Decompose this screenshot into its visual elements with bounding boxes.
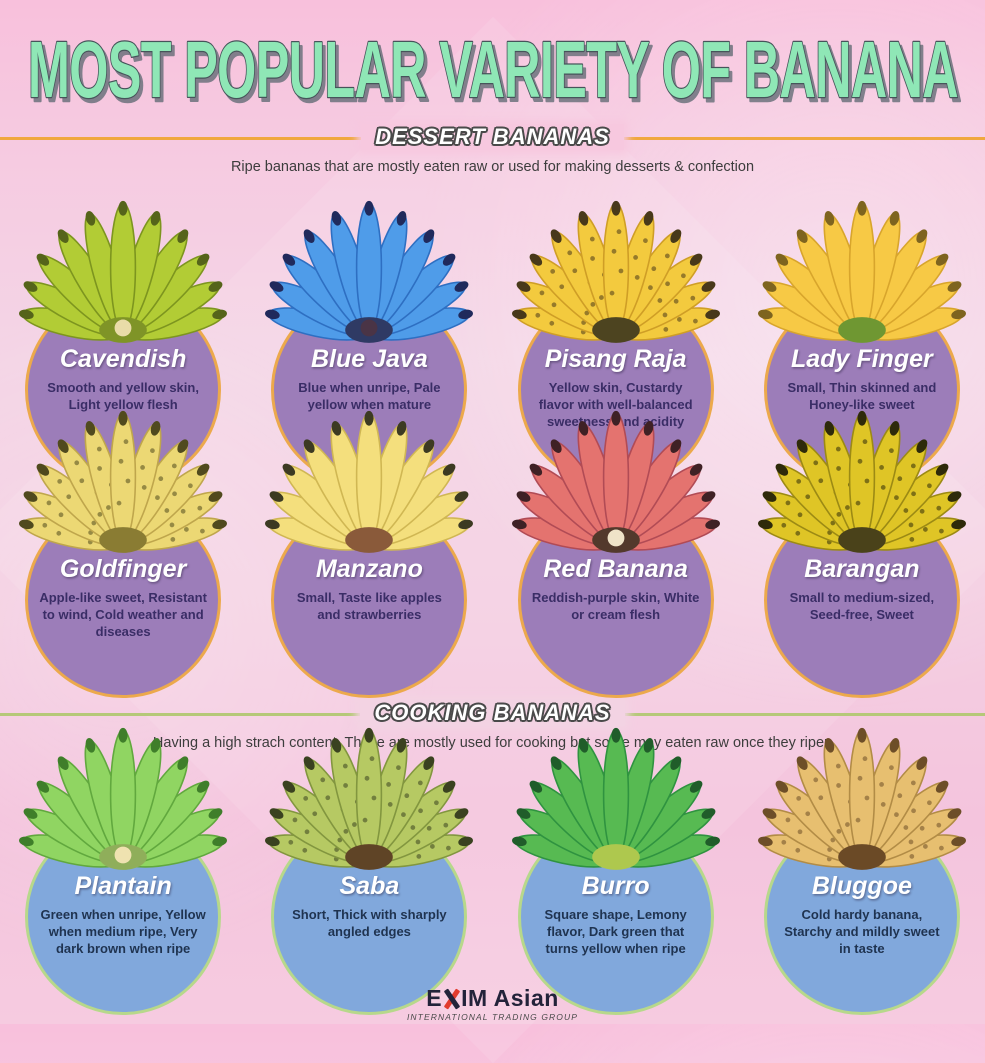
variety-card-red-banana: Red Banana Reddish-purple skin, White or…	[493, 410, 739, 698]
variety-name: Manzano	[315, 555, 423, 583]
variety-description: Cold hardy banana, Starchy and mildly sw…	[784, 907, 940, 957]
cooking-section-heading: COOKING BANANAS	[360, 700, 625, 726]
variety-name: Bluggoe	[811, 872, 912, 900]
banana-bunch-icon	[497, 398, 735, 557]
banana-bunch-icon	[743, 398, 981, 557]
banana-bunch-icon	[743, 715, 981, 874]
logo-x-icon	[443, 988, 460, 1010]
variety-card-saba: Saba Short, Thick with sharply angled ed…	[246, 727, 492, 1015]
dessert-section-header: DESSERT BANANAS	[0, 124, 985, 154]
infographic-poster: MOST POPULAR VARIETY OF BANANA DESSERT B…	[0, 0, 985, 1023]
variety-description: Reddish-purple skin, White or cream fles…	[531, 590, 700, 623]
brand-text-post: IM Asian	[461, 985, 559, 1011]
variety-name: Saba	[339, 872, 400, 900]
variety-name: Barangan	[804, 555, 920, 583]
variety-name: Blue Java	[311, 345, 428, 373]
cooking-section: COOKING BANANAS Having a high strach con…	[0, 700, 985, 1015]
dessert-row-2: Goldfinger Apple-like sweet, Resistant t…	[0, 410, 985, 698]
dessert-row-1: Cavendish Smooth and yellow skin, Light …	[0, 200, 985, 488]
brand-logo: E IM Asian	[0, 987, 985, 1010]
banana-bunch-icon	[4, 188, 242, 347]
title-text: MOST POPULAR VARIETY OF BANANA	[28, 25, 958, 114]
variety-card-barangan: Barangan Small to medium-sized, Seed-fre…	[739, 410, 985, 698]
variety-description: Apple-like sweet, Resistant to wind, Col…	[39, 590, 207, 640]
variety-name: Goldfinger	[59, 555, 187, 583]
page-title: MOST POPULAR VARIETY OF BANANA	[0, 0, 985, 118]
banana-bunch-icon	[250, 398, 488, 557]
variety-description: Small, Taste like apples and strawberrie…	[296, 590, 442, 623]
variety-card-cavendish: Cavendish Smooth and yellow skin, Light …	[0, 200, 246, 488]
cooking-section-description: Having a high strach content, These are …	[152, 735, 833, 751]
variety-card-burro: Burro Square shape, Lemony flavor, Dark …	[493, 727, 739, 1015]
brand-text-pre: E	[426, 985, 443, 1011]
variety-description: Square shape, Lemony flavor, Dark green …	[544, 907, 687, 957]
variety-card-goldfinger: Goldfinger Apple-like sweet, Resistant t…	[0, 410, 246, 698]
variety-name: Lady Finger	[791, 345, 933, 373]
variety-description: Small, Thin skinned and Honey-like sweet	[787, 380, 937, 413]
variety-description: Green when unripe, Yellow when medium ri…	[40, 907, 206, 957]
cooking-row-1: Plantain Green when unripe, Yellow when …	[0, 727, 985, 1015]
banana-bunch-icon	[250, 188, 488, 347]
banana-bunch-icon	[743, 188, 981, 347]
dessert-section-description: Ripe bananas that are mostly eaten raw o…	[230, 159, 755, 175]
banana-bunch-icon	[497, 188, 735, 347]
title-text-svg: MOST POPULAR VARIETY OF BANANA	[26, 24, 960, 116]
variety-name: Red Banana	[543, 555, 688, 583]
variety-card-manzano: Manzano Small, Taste like apples and str…	[246, 410, 492, 698]
variety-description: Blue when unripe, Pale yellow when matur…	[298, 380, 441, 413]
dessert-section-heading: DESSERT BANANAS	[361, 124, 624, 150]
footer-logo: E IM Asian INTERNATIONAL TRADING GROUP	[0, 987, 985, 1023]
cooking-section-header: COOKING BANANAS	[0, 700, 985, 730]
banana-bunch-icon	[4, 715, 242, 874]
variety-name: Burro	[581, 872, 650, 900]
dessert-section: DESSERT BANANAS Ripe bananas that are mo…	[0, 124, 985, 698]
banana-bunch-icon	[250, 715, 488, 874]
variety-description: Small to medium-sized, Seed-free, Sweet	[789, 590, 935, 623]
variety-description: Smooth and yellow skin, Light yellow fle…	[47, 380, 199, 413]
variety-name: Plantain	[74, 872, 172, 900]
variety-name: Pisang Raja	[544, 345, 687, 373]
banana-bunch-icon	[4, 398, 242, 557]
variety-description: Short, Thick with sharply angled edges	[292, 907, 447, 940]
variety-card-bluggoe: Bluggoe Cold hardy banana, Starchy and m…	[739, 727, 985, 1015]
variety-card-plantain: Plantain Green when unripe, Yellow when …	[0, 727, 246, 1015]
brand-tagline: INTERNATIONAL TRADING GROUP	[406, 1012, 579, 1022]
variety-name: Cavendish	[59, 345, 187, 373]
banana-bunch-icon	[497, 715, 735, 874]
